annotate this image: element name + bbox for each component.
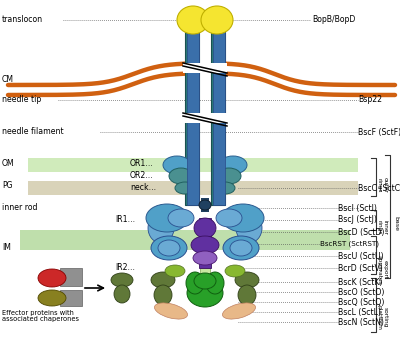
Text: sorting
platform: sorting platform [377,305,387,330]
Ellipse shape [186,272,204,294]
Bar [28,181,358,195]
Text: PG: PG [2,181,12,190]
Ellipse shape [154,303,188,319]
Text: neck...: neck... [130,184,156,193]
Ellipse shape [38,269,66,287]
Ellipse shape [194,218,216,238]
Ellipse shape [235,272,259,288]
Ellipse shape [151,236,187,260]
Ellipse shape [177,6,209,34]
Ellipse shape [238,285,256,305]
Text: IR2...: IR2... [115,264,135,273]
Ellipse shape [230,240,252,256]
Bar [185,12,199,205]
Text: BscK (SctK): BscK (SctK) [338,278,382,286]
Ellipse shape [38,290,66,306]
Ellipse shape [151,272,175,288]
Text: BscO (SctO): BscO (SctO) [338,287,384,296]
Text: BopB/BopD: BopB/BopD [312,16,355,25]
Ellipse shape [194,273,216,289]
Ellipse shape [217,168,241,184]
Bar [28,158,358,172]
Text: BcrD (SctV): BcrD (SctV) [338,264,383,273]
Text: inner rod: inner rod [2,203,38,212]
Text: BscF (SctF): BscF (SctF) [358,127,400,136]
Text: BscQ (SctQ): BscQ (SctQ) [338,298,384,307]
Bar [200,268,210,288]
Bar [199,218,211,268]
Bar [60,290,82,306]
Ellipse shape [168,209,194,227]
Ellipse shape [158,240,180,256]
Bar [183,63,227,73]
Text: base: base [394,216,398,232]
Ellipse shape [201,6,233,34]
Text: IR1...: IR1... [115,215,135,224]
Text: Effector proteins with
associated chaperones: Effector proteins with associated chaper… [2,310,79,323]
Text: BscC (SctC): BscC (SctC) [358,184,400,193]
Ellipse shape [175,182,195,194]
Ellipse shape [163,156,191,174]
Text: BscI (SctI): BscI (SctI) [338,203,377,212]
Ellipse shape [165,265,185,277]
Text: CM: CM [2,76,14,84]
Ellipse shape [216,209,242,227]
Bar [201,198,209,212]
Bar [183,113,227,123]
Bar [60,268,82,286]
Text: BscRST (SctRST): BscRST (SctRST) [320,241,379,247]
Ellipse shape [206,272,224,294]
Text: export
apparatus: export apparatus [377,255,387,285]
Bar [211,12,225,205]
Ellipse shape [199,200,211,210]
Ellipse shape [222,204,264,232]
Bar [187,12,199,205]
Text: inner
rings: inner rings [377,220,387,235]
Ellipse shape [146,204,188,232]
Ellipse shape [236,213,262,243]
Ellipse shape [223,236,259,260]
Ellipse shape [193,251,217,265]
Text: IM: IM [2,244,11,253]
Bar [20,230,350,250]
Bar [213,12,225,205]
Ellipse shape [222,303,256,319]
Text: BscJ (SctJ): BscJ (SctJ) [338,215,377,224]
Ellipse shape [219,156,247,174]
Ellipse shape [154,285,172,305]
Text: BscD (SctD): BscD (SctD) [338,227,384,236]
Ellipse shape [169,168,193,184]
Text: needle tip: needle tip [2,96,41,105]
Text: OR1...: OR1... [130,159,154,168]
Ellipse shape [111,273,133,287]
Ellipse shape [191,236,219,254]
Text: BscN (SctN): BscN (SctN) [338,317,384,327]
Text: OM: OM [2,159,15,168]
Bar [197,12,213,28]
Ellipse shape [215,182,235,194]
Text: needle filament: needle filament [2,127,64,136]
Text: OR2...: OR2... [130,171,154,180]
Ellipse shape [225,265,245,277]
Ellipse shape [148,213,174,243]
Ellipse shape [114,285,130,303]
Text: BscL (SctL): BscL (SctL) [338,307,381,316]
Text: translocon: translocon [2,16,43,25]
Text: outer
rings: outer rings [377,177,387,193]
Text: BscU (SctU): BscU (SctU) [338,252,384,261]
Ellipse shape [187,279,223,307]
Text: Bsp22: Bsp22 [358,96,382,105]
